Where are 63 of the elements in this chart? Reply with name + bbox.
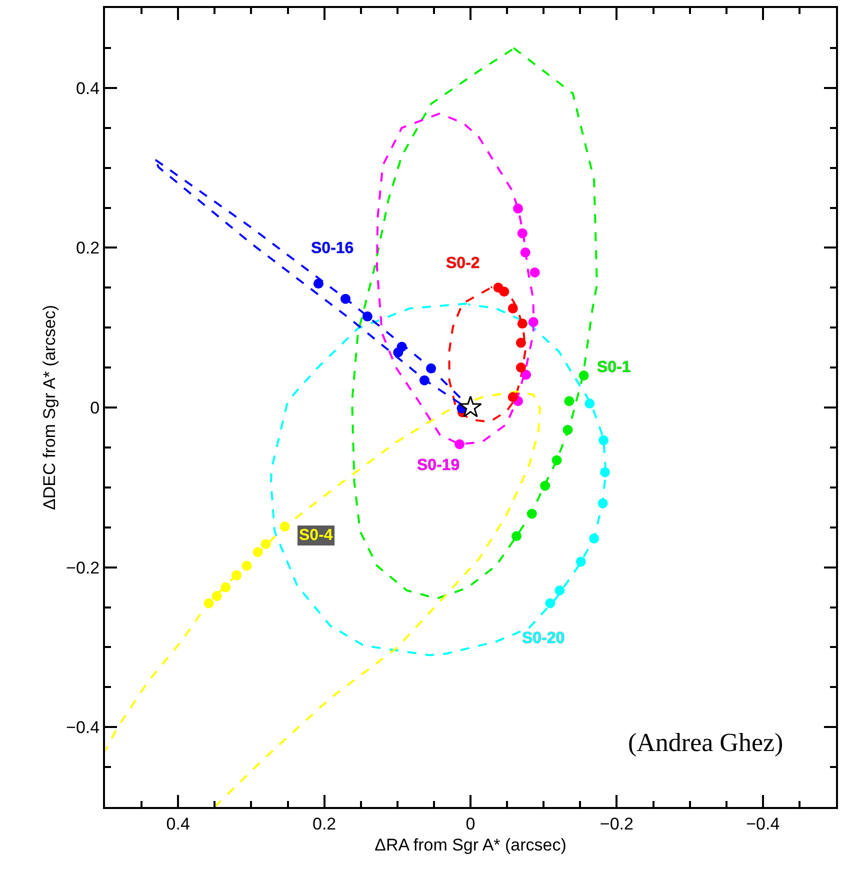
point [564, 396, 574, 406]
point [530, 267, 540, 278]
series-label: S0-4 [299, 527, 333, 544]
point [598, 435, 609, 446]
point [540, 480, 550, 491]
point [508, 392, 518, 402]
y-tick-label: 0 [90, 398, 100, 418]
point [528, 317, 538, 328]
y-tick-label: −0.4 [66, 718, 100, 738]
point [584, 398, 595, 409]
point [589, 534, 600, 544]
point [552, 455, 562, 466]
point [508, 303, 518, 314]
point [513, 204, 524, 214]
x-axis-title: ΔRA from Sgr A* (arcsec) [374, 835, 566, 854]
y-tick-label: −0.2 [66, 558, 100, 578]
point [516, 362, 526, 373]
point [521, 370, 532, 380]
y-tick-label: 0.4 [76, 78, 100, 98]
point [313, 278, 324, 289]
point [576, 556, 586, 567]
point [280, 522, 290, 532]
point [212, 591, 222, 602]
point [517, 228, 528, 238]
point [598, 498, 608, 508]
point [232, 570, 242, 580]
line-series [351, 46, 598, 600]
point [220, 582, 231, 592]
point [419, 375, 430, 386]
point [554, 585, 565, 596]
point [454, 439, 465, 450]
point [600, 467, 610, 478]
point [512, 531, 522, 542]
point [340, 294, 350, 304]
series-label: S0-16 [311, 240, 354, 257]
y-tick-label: 0.2 [76, 238, 100, 258]
x-tick-label: 0.2 [312, 814, 336, 834]
point [426, 363, 436, 374]
point [499, 286, 510, 297]
x-tick-label: −0.2 [600, 814, 634, 834]
x-tick-label: 0 [466, 814, 476, 834]
point [362, 311, 372, 322]
point [242, 560, 252, 571]
point [204, 598, 214, 608]
point [526, 508, 537, 519]
point [520, 247, 530, 258]
point [578, 370, 589, 381]
point [517, 318, 528, 329]
point [545, 598, 556, 608]
x-tick-label: −0.4 [746, 814, 780, 834]
series-label: S0-19 [417, 457, 460, 474]
series-label: S0-2 [446, 255, 480, 272]
annotation: (Andrea Ghez) [628, 728, 784, 757]
series-label: S0-20 [522, 630, 565, 647]
point [260, 539, 271, 550]
y-axis-title: ΔDEC from Sgr A* (arcsec) [40, 304, 60, 510]
x-tick-label: 0.4 [166, 814, 190, 834]
point [459, 396, 482, 418]
point [516, 338, 526, 348]
point [562, 424, 573, 435]
point [393, 347, 404, 358]
point [252, 547, 263, 558]
series-label: S0-1 [597, 359, 631, 376]
